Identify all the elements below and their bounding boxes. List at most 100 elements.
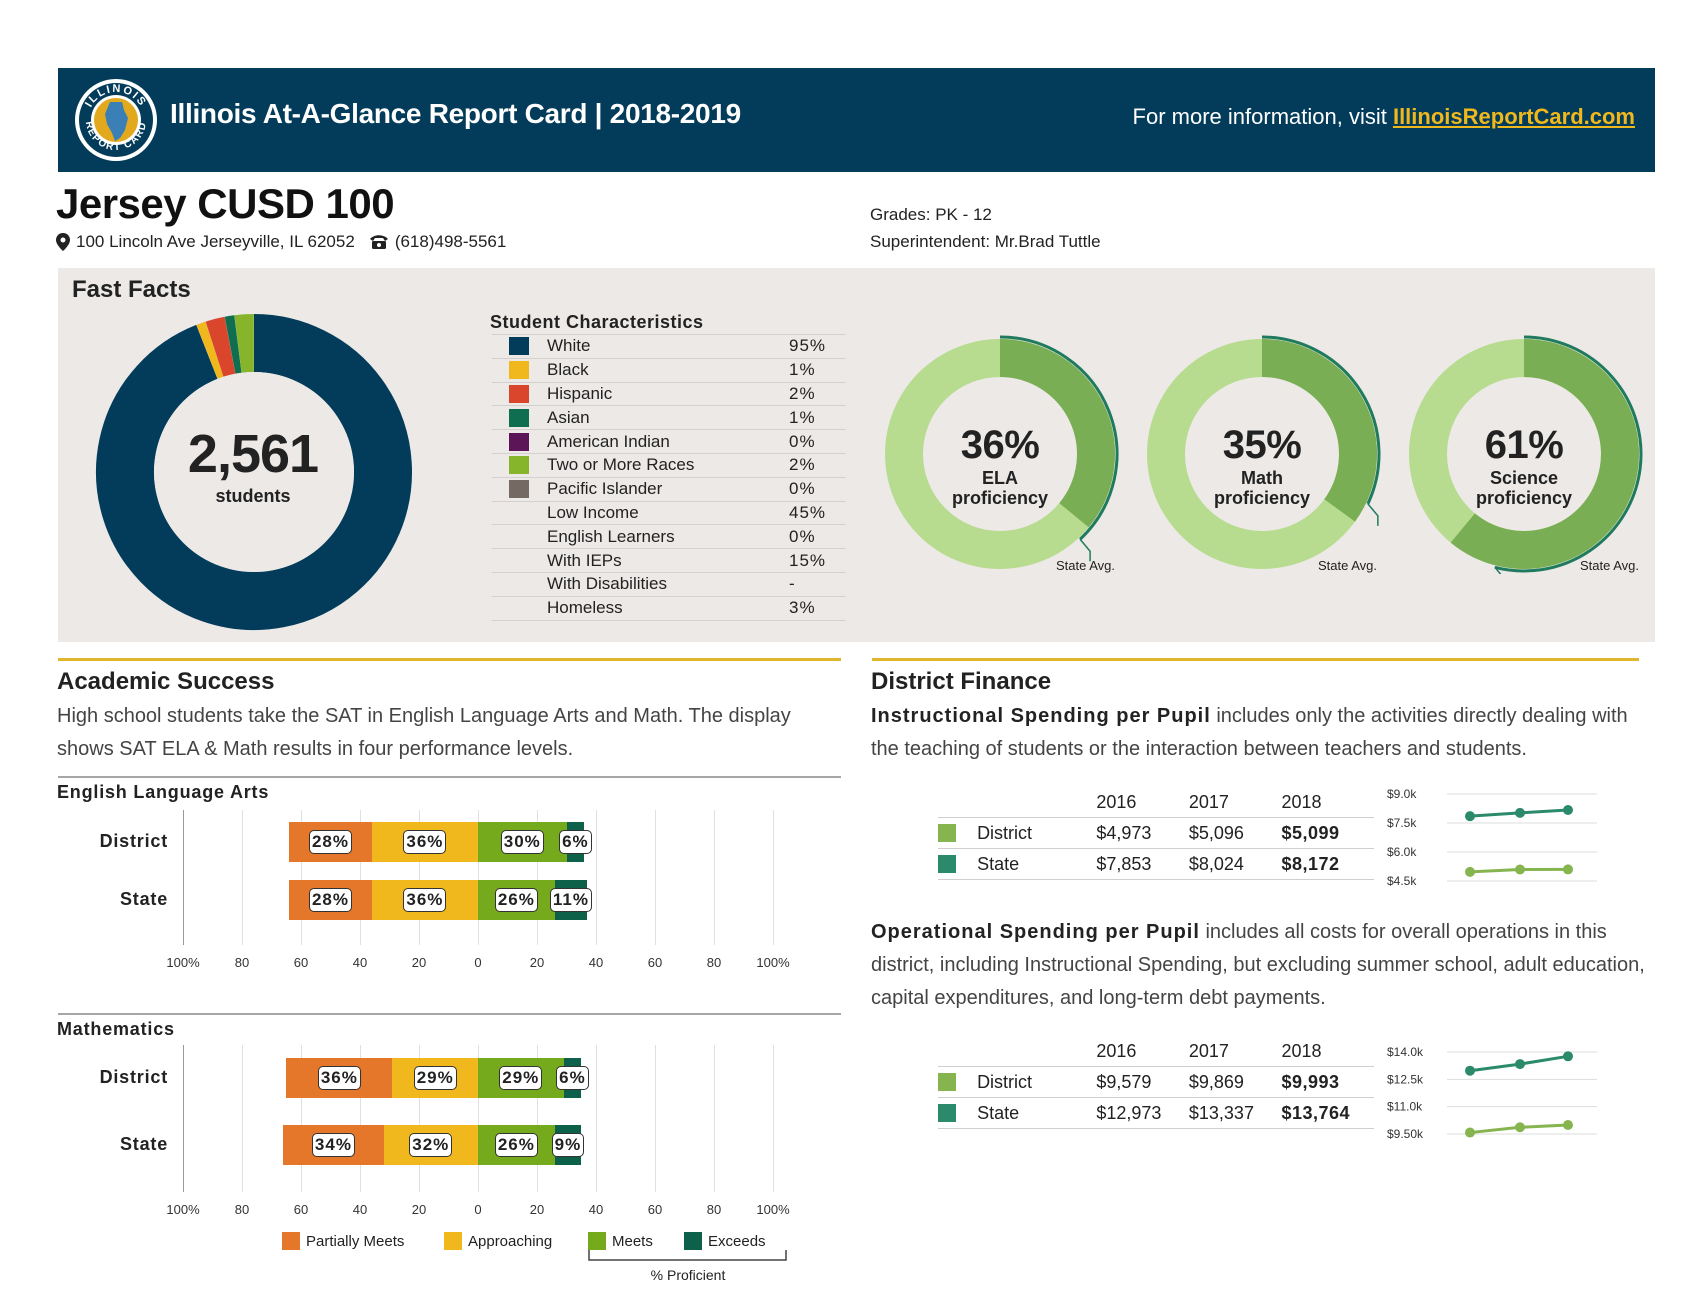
donut-slice-hispanic [205,316,236,377]
district-superintendent: Superintendent: Mr.Brad Tuttle [870,232,1101,251]
bar-segment-approach: 36% [371,822,478,862]
axis-tick-label: 80 [706,955,722,970]
grid-line [596,810,597,945]
legend-label: Approaching [468,1232,553,1250]
finance-y-tick: $14.0k [1387,1045,1424,1059]
row-label: District [99,831,168,851]
finance-row-label: State [977,1097,1097,1129]
donut-slice-black [196,321,224,379]
grid-line [773,1045,774,1192]
finance-value: $4,973 [1096,817,1189,849]
axis-tick-label: 80 [706,1202,722,1217]
bar-segment-approach: 32% [383,1125,478,1165]
characteristic-row: Pacific Islander 0% [492,477,846,501]
bar-segment-partial: 36% [286,1058,393,1098]
finance-point [1563,805,1573,816]
grid-line [655,1045,656,1192]
axis-tick-label: 100% [166,1202,200,1217]
finance-row: District $4,973 $5,096 $5,099 [938,817,1374,849]
report-header: ILLINOIS REPORT CARD Illinois At-A-Glanc… [58,68,1655,172]
grid-line [714,1045,715,1192]
proficiency-percent: 61% [1484,423,1564,467]
grid-line [419,1045,420,1192]
finance-row-label: District [977,817,1097,849]
characteristic-label: Asian [547,407,590,427]
characteristic-value: 95% [789,336,827,356]
bar-segment-exceeds: 6% [556,1058,589,1098]
legend-item: Exceeds [684,1232,766,1250]
bar-value-label: 28% [308,888,352,912]
bar-segment-partial: 28% [289,822,372,862]
grid-line [773,810,774,945]
illinois-report-card-seal-icon: ILLINOIS REPORT CARD [75,79,157,161]
grid-line [242,810,243,945]
student-characteristics-table: White 95% Black 1% Hispanic 2% Asian 1% American… [492,334,846,621]
donut-slice-asian [224,315,242,374]
grid-line [419,810,420,945]
district-name: Jersey CUSD 100 [56,180,395,227]
finance-point [1465,811,1475,822]
characteristic-value: 2% [789,455,816,475]
grid-line [301,810,302,945]
state-avg-label: State Avg. [1318,558,1378,573]
finance-value: $8,172 [1281,848,1374,880]
grid-line [360,810,361,945]
instructional-spending-description: Instructional Spending per Pupil include… [871,700,1651,766]
proficiency-percent: 36% [960,423,1040,467]
bar-value-label: 29% [413,1066,457,1090]
characteristic-swatch [509,480,529,499]
academic-divider [58,658,841,661]
characteristic-value: 1% [789,360,816,380]
finance-header-row: 2016 2017 2018 [938,787,1374,818]
proficiency-arc [999,339,1115,528]
bar-segment-meets: 29% [478,1058,564,1098]
grid-line [183,1045,184,1192]
axis-tick-label: 20 [411,955,427,970]
finance-swatch [938,1073,956,1091]
legend-swatch [588,1232,606,1250]
finance-point [1515,1122,1525,1133]
legend-item: Partially Meets [282,1232,404,1250]
axis-tick-label: 0 [474,955,482,970]
bar-value-label: 36% [317,1066,361,1090]
ela-divider [58,776,841,778]
proficient-label: % Proficient [650,1267,726,1283]
legend-swatch [684,1232,702,1250]
report-card-link[interactable]: IllinoisReportCard.com [1392,104,1635,129]
legend-item: Approaching [444,1232,552,1250]
finance-point [1515,807,1525,818]
proficiency-label: proficiency [1475,488,1573,508]
bar-value-label: 6% [559,830,592,854]
proficiency-percent: 35% [1222,423,1302,467]
bar-value-label: 28% [308,830,352,854]
finance-value: $9,579 [1096,1066,1189,1098]
finance-point [1465,866,1475,877]
axis-tick-label: 100% [756,955,790,970]
characteristic-value: 45% [789,502,827,522]
grid-line [360,1045,361,1192]
bar-value-label: 34% [311,1133,355,1157]
bar-value-label: 26% [494,1133,538,1157]
donut-slice-two-or-more-races [234,314,255,373]
finance-value: $8,024 [1188,848,1282,880]
operational-spending-text: includes all costs for overall operation… [871,921,1645,1009]
axis-tick-label: 20 [411,1202,427,1217]
finance-y-tick: $12.5k [1387,1072,1424,1086]
characteristic-value: 1% [789,407,816,427]
characteristic-label: Homeless [547,598,623,618]
district-finance-title: District Finance [871,668,1052,695]
ela-performance-chart: 100% 80 60 40 20 0 20 40 60 80 100% District 36% 28% 3… [58,810,848,985]
grid-line [714,810,715,945]
bar-segment-exceeds: 6% [559,822,592,862]
axis-tick-label: 100% [756,1202,790,1217]
year-header: 2017 [1188,1040,1229,1061]
finance-y-tick: $7.5k [1387,816,1417,830]
characteristic-label: English Learners [547,526,675,546]
grid-line [655,810,656,945]
characteristic-value: 3% [789,598,816,618]
bar-segment-partial: 28% [289,880,372,920]
axis-tick-label: 60 [293,955,309,970]
characteristic-label: Low Income [547,502,639,522]
grid-line [183,810,184,945]
characteristic-value: 0% [789,431,816,451]
